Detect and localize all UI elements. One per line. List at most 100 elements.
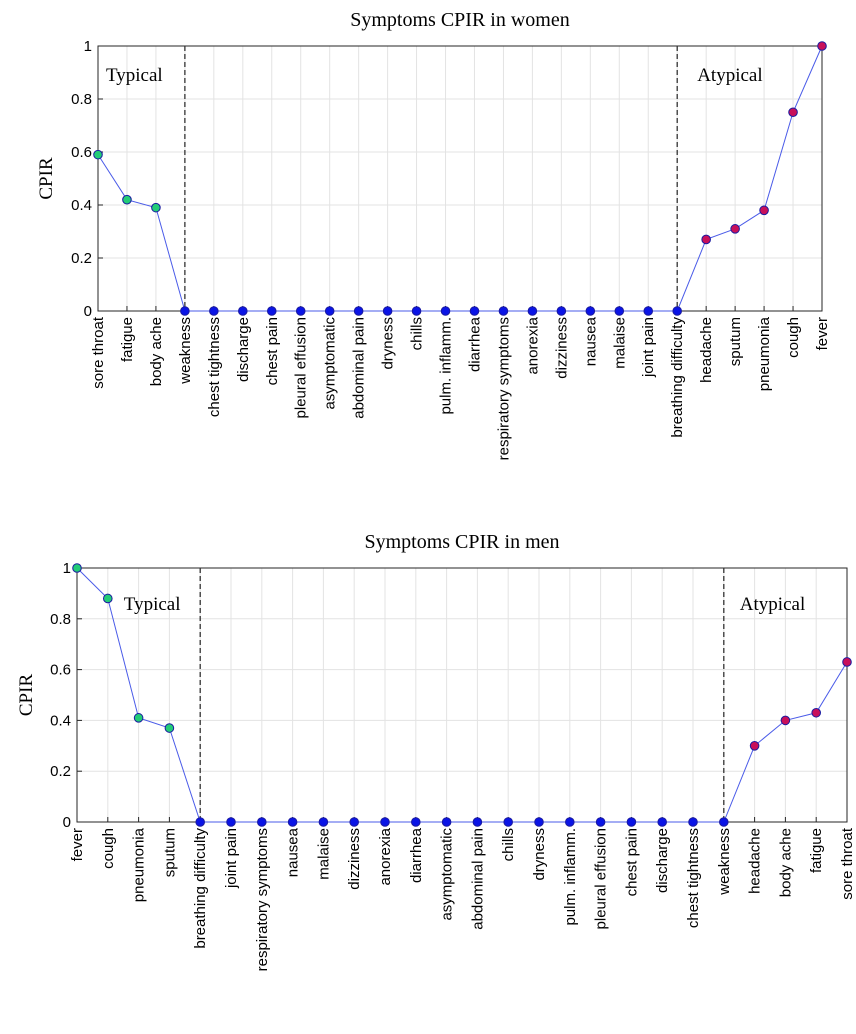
data-point-zero xyxy=(643,306,654,316)
y-tick-label: 0.4 xyxy=(71,197,92,214)
x-tick-label: dizziness xyxy=(346,828,363,890)
data-point-zero xyxy=(238,306,248,316)
x-tick-label: anorexia xyxy=(524,316,541,374)
data-point-zero xyxy=(595,817,606,827)
data-point-zero xyxy=(380,817,390,827)
data-point-zero xyxy=(503,817,514,827)
plot-area-frame xyxy=(76,567,848,823)
chart-title: Symptoms CPIR in men xyxy=(364,531,559,553)
x-tick-label: sputum xyxy=(727,317,744,366)
data-point-zero xyxy=(195,817,205,827)
data-point-zero xyxy=(257,817,267,827)
data-point-zero xyxy=(527,306,538,316)
x-tick-label: asymptomatic xyxy=(322,317,339,410)
x-tick-label: chest pain xyxy=(264,317,281,385)
y-axis-label: CPIR xyxy=(16,674,37,717)
atypical-region-label: Atypical xyxy=(740,594,805,615)
y-tick-label: 0.8 xyxy=(71,91,92,108)
data-point-zero xyxy=(324,306,335,316)
data-point-typical xyxy=(151,202,161,213)
data-point-typical xyxy=(72,563,82,573)
x-tick-label: fatigue xyxy=(119,317,136,362)
x-tick-label: discharge xyxy=(654,828,671,893)
x-tick-label: respiratory symptoms xyxy=(254,828,271,971)
data-point-zero xyxy=(688,817,698,827)
data-point-zero xyxy=(382,306,393,316)
x-tick-label: weakness xyxy=(177,317,194,385)
data-point-atypical xyxy=(749,741,760,751)
x-tick-label: pneumonia xyxy=(756,316,773,391)
x-tick-label: pneumonia xyxy=(131,827,148,902)
x-tick-label: cough xyxy=(785,317,802,358)
x-tick-label: joint pain xyxy=(223,828,240,889)
x-tick-label: body ache xyxy=(148,317,165,386)
data-point-zero xyxy=(266,306,277,316)
data-point-typical xyxy=(133,713,144,723)
data-point-zero xyxy=(287,817,298,827)
data-point-atypical xyxy=(730,224,740,234)
x-tick-label: cough xyxy=(100,828,117,869)
y-tick-label: 0.6 xyxy=(71,144,92,161)
data-point-zero xyxy=(565,817,575,827)
typical-region-label: Typical xyxy=(124,594,181,615)
y-tick-label: 0.6 xyxy=(50,662,71,679)
x-tick-label: body ache xyxy=(777,828,794,897)
data-point-zero xyxy=(498,306,509,316)
y-tick-label: 0 xyxy=(84,303,92,320)
data-point-zero xyxy=(226,817,236,827)
data-point-zero xyxy=(411,306,422,316)
y-axis-label: CPIR xyxy=(36,157,57,200)
x-tick-label: sore throat xyxy=(90,316,107,389)
x-tick-label: chest pain xyxy=(623,828,640,896)
data-point-atypical xyxy=(759,205,769,216)
data-point-zero xyxy=(411,817,421,827)
y-tick-label: 1 xyxy=(63,560,71,577)
x-tick-label: joint pain xyxy=(640,317,657,378)
data-point-atypical xyxy=(780,715,791,726)
data-point-typical xyxy=(164,723,175,733)
typical-region-label: Typical xyxy=(106,65,163,86)
data-point-atypical xyxy=(817,41,827,51)
data-point-zero xyxy=(657,817,668,827)
x-tick-label: dryness xyxy=(380,317,397,370)
x-tick-label: nausea xyxy=(285,827,302,877)
y-tick-label: 0.8 xyxy=(50,611,71,628)
series-line xyxy=(97,45,823,312)
x-tick-label: pulm. inflamm. xyxy=(438,317,455,415)
data-point-zero xyxy=(556,306,567,316)
atypical-region-label: Atypical xyxy=(697,65,762,86)
x-tick-label: pleural effusion xyxy=(593,828,610,929)
x-tick-label: pleural effusion xyxy=(293,317,310,418)
data-point-atypical xyxy=(811,707,822,718)
data-point-zero xyxy=(318,817,329,827)
data-point-zero xyxy=(614,306,625,316)
x-tick-label: abdominal pain xyxy=(351,317,368,419)
x-tick-label: asymptomatic xyxy=(439,828,456,921)
x-tick-label: diarrhea xyxy=(466,316,483,372)
data-point-zero xyxy=(441,817,452,827)
x-tick-label: fatigue xyxy=(808,828,825,873)
x-tick-label: discharge xyxy=(235,317,252,382)
x-tick-label: sore throat xyxy=(839,827,856,900)
y-tick-label: 1 xyxy=(84,38,92,55)
data-point-zero xyxy=(180,306,190,316)
x-tick-label: pulm. inflamm. xyxy=(562,828,579,926)
x-tick-label: respiratory symptoms xyxy=(495,317,512,460)
y-tick-label: 0 xyxy=(63,814,71,831)
data-point-zero xyxy=(626,817,637,827)
x-tick-label: headache xyxy=(698,317,715,383)
y-tick-label: 0.2 xyxy=(50,763,71,780)
data-point-atypical xyxy=(701,234,711,245)
x-tick-label: fever xyxy=(69,828,86,861)
data-point-zero xyxy=(440,306,451,316)
x-tick-label: chest tightness xyxy=(685,828,702,928)
x-tick-label: abdominal pain xyxy=(469,828,486,930)
data-point-typical xyxy=(93,149,103,160)
x-tick-label: breathing difficulty xyxy=(192,828,209,949)
x-tick-label: sputum xyxy=(161,828,178,877)
x-tick-label: breathing difficulty xyxy=(669,317,686,438)
data-point-zero xyxy=(469,306,480,316)
data-point-atypical xyxy=(842,657,852,667)
